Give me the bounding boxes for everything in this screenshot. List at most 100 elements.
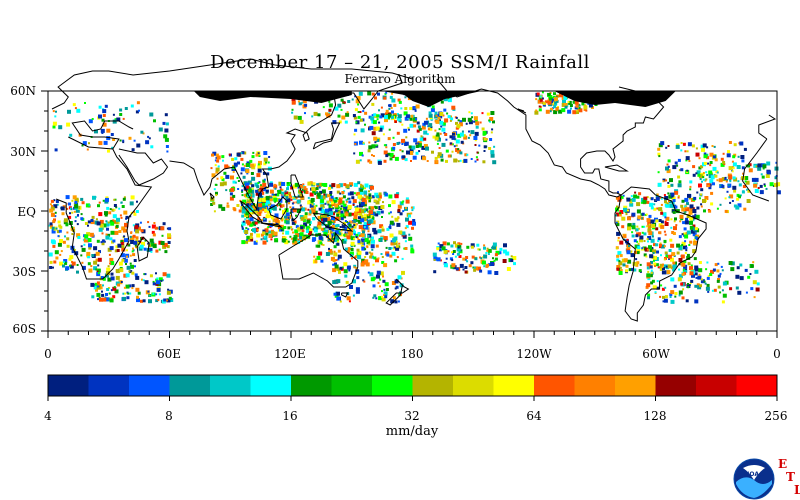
rain-pixel: [59, 253, 62, 256]
rain-pixel: [434, 136, 439, 141]
rain-pixel: [737, 290, 742, 295]
rain-pixel: [378, 296, 383, 301]
rain-pixel: [318, 251, 322, 256]
rain-pixel: [371, 114, 374, 117]
rain-pixel: [121, 226, 126, 231]
rain-pixel: [398, 293, 402, 297]
rain-pixel: [129, 235, 132, 238]
rain-pixel: [332, 236, 335, 239]
rain-pixel: [339, 226, 342, 228]
rain-pixel: [328, 100, 331, 103]
rain-pixel: [155, 282, 159, 286]
rain-pixel: [279, 204, 283, 208]
rain-pixel: [63, 259, 68, 263]
rain-pixel: [261, 205, 266, 210]
rain-pixel: [699, 178, 702, 181]
rain-pixel: [122, 141, 125, 144]
rain-pixel: [311, 209, 316, 214]
rain-pixel: [374, 96, 377, 100]
rain-pixel: [502, 249, 507, 254]
rain-pixel: [492, 245, 496, 250]
rain-pixel: [152, 282, 156, 286]
rain-pixel: [433, 256, 437, 260]
rain-pixel: [112, 295, 116, 299]
rain-pixel: [215, 153, 219, 157]
rain-pixel: [121, 258, 125, 262]
rain-pixel: [483, 145, 487, 149]
rain-pixel: [354, 116, 358, 120]
rain-pixel: [162, 272, 167, 277]
rain-pixel: [410, 206, 413, 209]
rain-pixel: [371, 195, 375, 199]
rain-pixel: [296, 209, 301, 213]
rain-pixel: [353, 182, 358, 187]
rain-pixel: [493, 145, 496, 148]
rain-pixel: [440, 158, 444, 162]
rain-pixel: [652, 252, 655, 254]
rain-pixel: [80, 245, 83, 248]
rain-pixel: [700, 278, 703, 281]
rain-pixel: [257, 198, 262, 202]
rain-pixel: [374, 192, 379, 197]
rain-pixel: [701, 147, 705, 152]
rain-pixel: [303, 222, 308, 227]
rain-pixel: [297, 238, 300, 241]
rain-pixel: [667, 165, 670, 168]
rain-pixel: [744, 180, 747, 183]
rain-pixel: [741, 166, 745, 170]
lat-label-30n: 30N: [10, 145, 36, 159]
rain-pixel: [677, 195, 680, 198]
rain-pixel: [281, 188, 284, 191]
rain-pixel: [554, 102, 558, 106]
colorbar-units: mm/day: [385, 424, 439, 439]
rain-pixel: [268, 230, 271, 234]
rain-pixel: [348, 269, 351, 272]
rain-pixel: [555, 107, 559, 111]
rain-pixel: [84, 102, 86, 104]
rain-pixel: [664, 222, 669, 226]
rain-pixel: [435, 119, 440, 124]
rain-pixel: [410, 247, 414, 251]
rain-pixel: [215, 170, 219, 174]
rain-pixel: [362, 279, 365, 282]
rain-pixel: [458, 255, 462, 258]
rain-pixel: [358, 211, 363, 216]
rain-pixel: [674, 292, 678, 295]
rain-pixel: [73, 210, 76, 213]
rain-pixel: [651, 279, 655, 283]
rain-pixel: [470, 112, 473, 115]
rain-pixel: [355, 233, 359, 237]
rain-pixel: [313, 255, 316, 258]
rain-pixel: [257, 217, 261, 221]
rain-pixel: [267, 161, 270, 164]
rain-pixel: [279, 208, 282, 211]
rain-pixel: [353, 152, 356, 155]
rain-pixel: [669, 296, 672, 298]
rain-pixel: [156, 277, 159, 280]
rain-pixel: [381, 295, 383, 298]
rain-pixel: [470, 158, 473, 160]
rain-pixel: [382, 133, 385, 136]
rain-pixel: [296, 240, 301, 244]
rain-pixel: [662, 178, 666, 182]
rain-pixel: [689, 206, 694, 211]
rain-pixel: [754, 189, 759, 193]
noaa-logo[interactable]: NOAA: [733, 458, 775, 500]
rain-pixel: [443, 108, 447, 112]
rain-pixel: [256, 173, 261, 178]
rain-pixel: [120, 242, 124, 245]
rain-pixel: [385, 144, 388, 147]
rain-pixel: [403, 111, 408, 116]
rain-pixel: [133, 211, 136, 213]
rain-pixel: [441, 246, 446, 251]
rain-pixel: [343, 183, 347, 187]
rain-pixel: [143, 273, 146, 276]
rain-pixel: [397, 98, 401, 102]
rain-pixel: [682, 221, 686, 225]
rain-pixel: [382, 279, 386, 283]
rain-pixel: [106, 227, 109, 231]
rain-pixel: [536, 92, 540, 96]
rain-pixel: [750, 287, 754, 291]
rain-pixel: [642, 199, 647, 204]
rain-pixel: [133, 139, 136, 142]
